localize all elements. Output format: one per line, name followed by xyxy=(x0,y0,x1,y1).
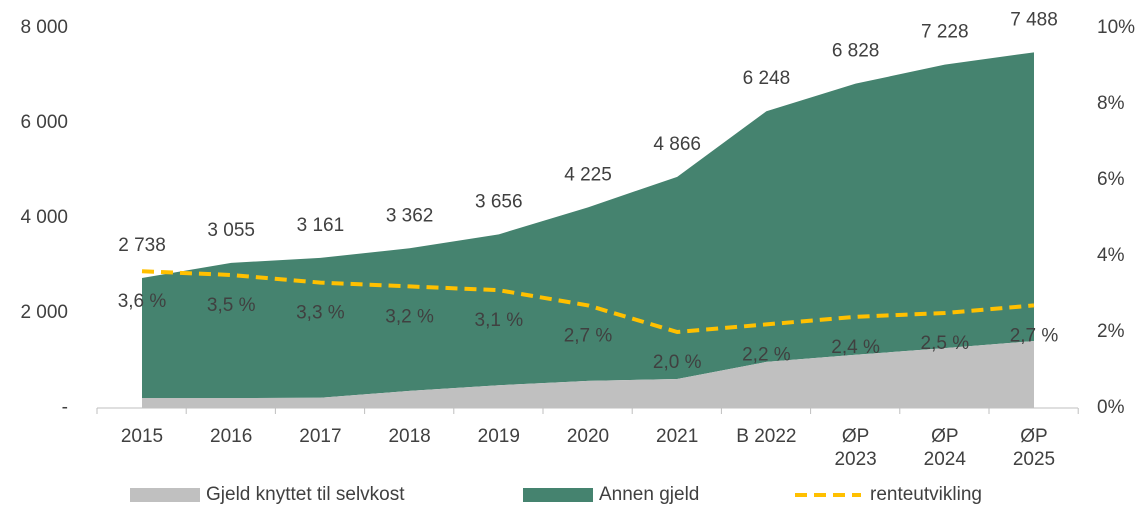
rate-label: 2,7 % xyxy=(1010,325,1059,346)
y-tick-label: - xyxy=(62,397,68,418)
y2-tick-label: 2% xyxy=(1097,321,1125,342)
rate-label: 2,5 % xyxy=(921,333,970,354)
rate-label: 3,3 % xyxy=(296,303,345,324)
area-annen-gjeld xyxy=(142,52,1034,399)
y-tick-label: 6 000 xyxy=(20,112,68,133)
y-tick-label: 2 000 xyxy=(20,302,68,323)
total-label: 7 228 xyxy=(921,22,969,43)
x-tick-label: 2015 xyxy=(120,426,164,447)
legend-label: Annen gjeld xyxy=(599,484,699,505)
rate-label: 2,4 % xyxy=(831,337,880,358)
total-label: 4 225 xyxy=(564,164,612,185)
total-label: 7 488 xyxy=(1010,9,1058,30)
total-label: 6 828 xyxy=(832,41,880,62)
total-label: 2 738 xyxy=(118,235,166,256)
y2-tick-label: 10% xyxy=(1097,17,1135,38)
y-tick-label: 8 000 xyxy=(20,17,68,38)
legend-swatch xyxy=(523,488,593,502)
rate-label: 3,5 % xyxy=(207,295,256,316)
total-label: 6 248 xyxy=(743,68,791,89)
legend-label: Gjeld knyttet til selvkost xyxy=(206,484,405,505)
x-tick-label: 2020 xyxy=(566,426,610,447)
x-tick-label: 2019 xyxy=(477,426,520,447)
total-label: 4 866 xyxy=(653,134,701,155)
rate-label: 2,2 % xyxy=(742,344,791,365)
x-tick-label: 2021 xyxy=(656,426,699,447)
rate-label: 3,6 % xyxy=(118,291,167,312)
x-tick-label: ØP 2024 xyxy=(923,426,966,470)
y2-tick-label: 0% xyxy=(1097,397,1125,418)
x-tick-label: 2016 xyxy=(210,426,253,447)
rate-label: 2,7 % xyxy=(564,325,613,346)
y2-tick-label: 6% xyxy=(1097,169,1125,190)
total-label: 3 161 xyxy=(297,215,345,236)
x-tick-label: 2018 xyxy=(388,426,431,447)
legend-swatch xyxy=(130,488,200,502)
total-label: 3 656 xyxy=(475,191,523,212)
rate-label: 3,2 % xyxy=(385,306,434,327)
x-tick-label: 2017 xyxy=(299,426,342,447)
total-label: 3 362 xyxy=(386,205,434,226)
line-rente xyxy=(141,269,1035,335)
y-tick-label: 4 000 xyxy=(20,207,68,228)
x-tick-label: ØP 2023 xyxy=(834,426,877,470)
legend-label: renteutvikling xyxy=(870,484,982,505)
x-tick-label: ØP 2025 xyxy=(1012,426,1056,470)
y2-tick-label: 8% xyxy=(1097,93,1125,114)
total-label: 3 055 xyxy=(207,220,255,241)
y2-tick-label: 4% xyxy=(1097,245,1125,266)
rate-label: 2,0 % xyxy=(653,352,702,373)
rate-label: 3,1 % xyxy=(475,310,524,331)
area-selvkost xyxy=(142,341,1034,408)
x-tick-label: B 2022 xyxy=(736,426,797,447)
